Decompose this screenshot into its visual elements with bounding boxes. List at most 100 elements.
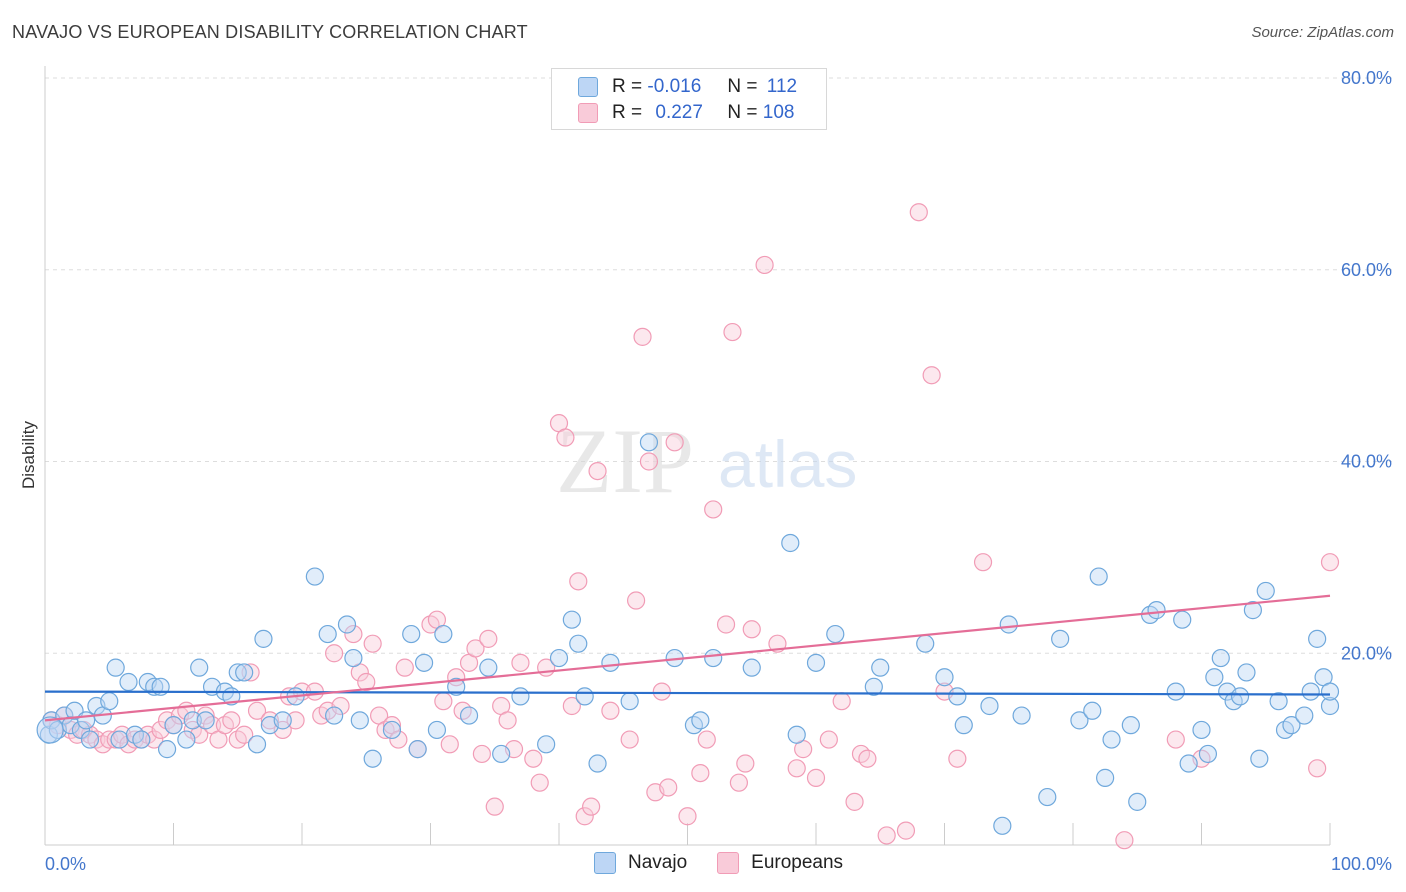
legend-r-label: R = xyxy=(612,76,643,97)
europeans-point xyxy=(665,433,684,452)
navajo-point xyxy=(1083,701,1102,720)
europeans-points xyxy=(42,203,1340,850)
navajo-point xyxy=(273,711,292,730)
europeans-point xyxy=(235,725,254,744)
grid-lines xyxy=(45,77,1392,654)
navajo-point xyxy=(935,668,954,687)
europeans-point xyxy=(556,428,575,447)
navajo-point xyxy=(1070,711,1089,730)
navajo-point xyxy=(948,687,967,706)
navajo-point xyxy=(77,711,96,730)
navajo-point xyxy=(1128,792,1147,811)
navajo-point xyxy=(999,615,1018,634)
europeans-point xyxy=(524,749,543,768)
navajo-point xyxy=(1295,706,1314,725)
legend-n-label: N = xyxy=(727,102,758,123)
x-tick-label: 100.0% xyxy=(1331,854,1392,874)
europeans-point xyxy=(434,692,453,711)
europeans-point xyxy=(241,663,260,682)
navajo-point xyxy=(1269,692,1288,711)
europeans-point xyxy=(562,696,581,716)
europeans-point xyxy=(485,797,504,816)
navajo-point xyxy=(157,740,177,759)
europeans-point xyxy=(652,682,671,701)
europeans-point xyxy=(363,634,382,653)
y-tick-label: 40.0% xyxy=(1341,452,1392,472)
navajo-point xyxy=(228,663,247,682)
europeans-point xyxy=(620,730,639,749)
navajo-point xyxy=(1211,648,1230,668)
navajo-point xyxy=(1205,668,1224,687)
legend-item-navajo: Navajo xyxy=(594,852,687,874)
legend-row-europeans: R = 0.227 N = 108 xyxy=(578,101,794,125)
navajo-point xyxy=(254,629,273,648)
tick-labels: 20.0% 40.0% 60.0% 80.0% 0.0% 100.0% xyxy=(45,68,1392,874)
europeans-point xyxy=(247,701,267,720)
navajo-point xyxy=(1198,744,1218,764)
navajo-point xyxy=(305,567,324,586)
europeans-point xyxy=(678,807,697,826)
navajo-point xyxy=(1102,730,1121,749)
navajo-point xyxy=(106,658,125,677)
europeans-point xyxy=(357,672,376,692)
navajo-point xyxy=(408,740,427,759)
navajo-point xyxy=(1243,601,1263,620)
navajo-point xyxy=(190,658,209,677)
y-axis-label: Disability xyxy=(19,420,38,489)
navajo-point xyxy=(620,692,639,711)
x-tick-label: 0.0% xyxy=(45,854,86,874)
navajo-point xyxy=(916,634,935,653)
navajo-point xyxy=(434,624,453,644)
navajo-point xyxy=(993,816,1012,835)
navajo-point xyxy=(447,677,466,696)
europeans-point xyxy=(588,461,607,481)
europeans-point xyxy=(389,730,408,749)
europeans-point xyxy=(466,639,485,658)
navajo-point xyxy=(196,711,215,730)
navajo-point xyxy=(1250,749,1269,768)
europeans-point xyxy=(806,768,826,787)
navajo-point xyxy=(183,711,202,730)
y-tick-label: 60.0% xyxy=(1341,260,1392,280)
navajo-point xyxy=(826,624,845,644)
europeans-point xyxy=(626,591,646,610)
europeans-point xyxy=(948,749,967,768)
legend-row-navajo: R = -0.016 N = 112 xyxy=(578,75,797,99)
europeans-point xyxy=(601,701,620,720)
navajo-point xyxy=(344,648,363,668)
europeans-point xyxy=(832,692,851,711)
europeans-point xyxy=(1166,730,1185,749)
navajo-point xyxy=(459,706,479,725)
europeans-point xyxy=(472,744,491,764)
navajo-point xyxy=(132,730,151,749)
europeans-point xyxy=(633,327,652,346)
watermark: ZIP atlas xyxy=(556,410,857,512)
navajo-point xyxy=(1121,716,1140,735)
europeans-point xyxy=(1320,553,1340,572)
navajo-point xyxy=(1308,629,1327,648)
navajo-point xyxy=(119,672,138,692)
navajo-point xyxy=(1320,696,1340,716)
europeans-point xyxy=(755,255,774,275)
navajo-trend-line xyxy=(44,690,1331,696)
europeans-point xyxy=(659,778,678,797)
europeans-point xyxy=(1308,759,1327,778)
europeans-point xyxy=(896,821,916,840)
europeans-point xyxy=(222,711,241,730)
navajo-point xyxy=(492,744,511,764)
europeans-point xyxy=(575,807,594,826)
navajo-point xyxy=(569,634,588,653)
europeans-point xyxy=(511,653,530,672)
europeans-point xyxy=(819,730,838,749)
navajo-point xyxy=(350,711,369,730)
navajo-point xyxy=(1147,601,1166,620)
europeans-point xyxy=(639,452,659,471)
navajo-point xyxy=(36,716,64,744)
navajo-point xyxy=(575,687,594,706)
navajo-point xyxy=(588,754,607,773)
europeans-point xyxy=(922,366,941,385)
navajo-point xyxy=(1320,682,1340,701)
europeans-point xyxy=(704,500,723,519)
navajo-point xyxy=(1230,687,1250,706)
navajo-point xyxy=(1192,720,1211,740)
